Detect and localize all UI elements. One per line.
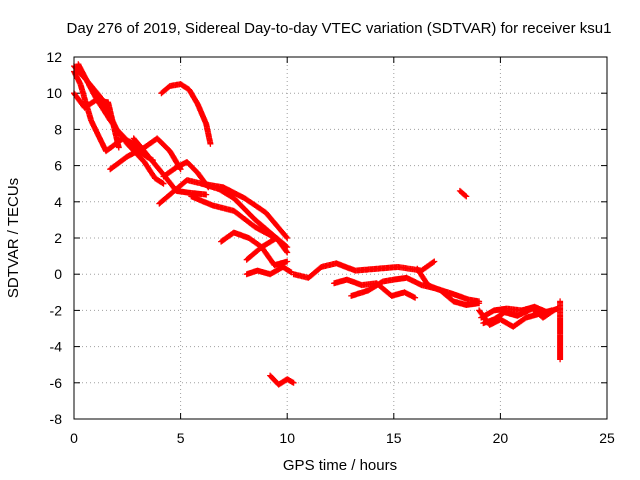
series-track-5 [107, 135, 184, 173]
data-point-marks [75, 61, 167, 187]
x-tick-label: 25 [599, 430, 615, 446]
y-tick-label: 4 [54, 194, 62, 210]
series-track-14 [243, 264, 295, 278]
data-point-marks [198, 180, 291, 241]
data-point-marks [267, 372, 297, 388]
series-track-24 [557, 298, 564, 363]
x-tick-labels: 0 5 10 15 20 25 [70, 430, 615, 446]
y-tick-label: -8 [50, 411, 63, 427]
data-point-marks [331, 276, 419, 301]
axis-ticks [73, 56, 608, 420]
y-tick-label: 8 [54, 121, 62, 137]
x-axis-title: GPS time / hours [283, 457, 397, 474]
chart-title: Day 276 of 2019, Sidereal Day-to-day VTE… [67, 20, 612, 37]
series-track-9 [198, 180, 291, 241]
grid [74, 57, 607, 419]
data-point-marks [107, 135, 184, 173]
data-point-marks [130, 135, 210, 198]
x-tick-label: 5 [177, 430, 185, 446]
x-tick-label: 10 [279, 430, 295, 446]
y-tick-labels: -8 -6 -4 -2 0 2 4 6 8 10 12 [46, 49, 62, 427]
series-track-13 [243, 244, 291, 269]
data-series [71, 61, 564, 388]
data-point-marks [243, 244, 291, 269]
series-track-6 [130, 135, 210, 198]
series-track-11 [158, 81, 214, 147]
series-track-19 [414, 265, 483, 308]
data-point-marks [188, 193, 276, 240]
y-tick-label: -4 [50, 339, 63, 355]
series-track-23 [478, 303, 561, 321]
x-tick-label: 15 [386, 430, 402, 446]
series-track-4 [75, 61, 167, 187]
y-tick-label: -6 [50, 375, 63, 391]
data-point-marks [243, 264, 295, 278]
data-point-marks [414, 265, 483, 308]
plot-frame [73, 56, 608, 420]
data-point-marks [557, 298, 564, 363]
series-track-20 [456, 187, 470, 200]
x-tick-label: 0 [70, 430, 78, 446]
data-point-marks [158, 81, 214, 147]
x-tick-label: 20 [493, 430, 509, 446]
y-tick-label: -2 [50, 302, 63, 318]
y-tick-label: 10 [46, 85, 62, 101]
y-tick-label: 2 [54, 230, 62, 246]
data-point-marks [478, 303, 561, 321]
data-point-marks [456, 187, 470, 200]
y-tick-label: 0 [54, 266, 62, 282]
y-tick-label: 12 [46, 49, 62, 65]
y-tick-label: 6 [54, 158, 62, 174]
series-track-17 [331, 276, 419, 301]
series-track-15 [267, 372, 297, 388]
y-axis-title: SDTVAR / TECUs [5, 178, 22, 298]
series-track-10 [188, 193, 276, 240]
